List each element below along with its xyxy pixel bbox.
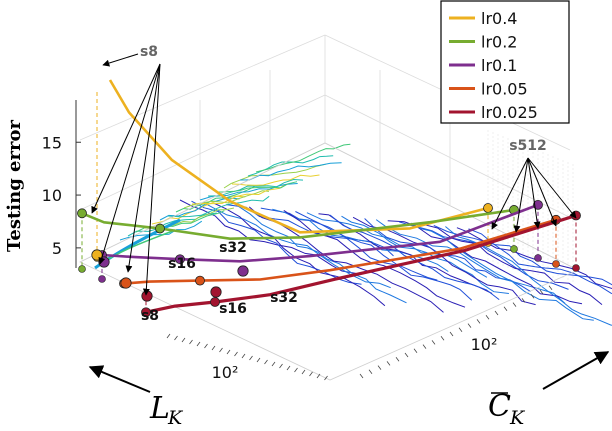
- y-ticks: 5 10 15: [42, 133, 81, 258]
- floor-tick: [197, 342, 200, 346]
- series-highlight-point: [142, 291, 152, 301]
- s8-direction-arrow: [103, 54, 138, 65]
- series-point-lr0.2: [78, 209, 87, 218]
- shadow-point: [573, 265, 580, 272]
- series-highlight-point: [121, 278, 131, 288]
- floor-tick: [280, 364, 283, 368]
- shadow-point: [79, 266, 86, 273]
- floor-tick: [242, 354, 245, 358]
- y-axis-label: Testing error: [4, 120, 25, 252]
- floor-tick: [549, 286, 552, 290]
- floor-tick: [182, 338, 185, 342]
- series-highlight-point: [211, 287, 221, 297]
- series-point-lr0.4: [484, 204, 493, 213]
- floor-tick: [378, 366, 381, 370]
- s512-annotation-arrow: [528, 158, 556, 226]
- lk-tick-label: 10²: [212, 363, 239, 382]
- back-grid-line: [80, 35, 325, 140]
- floor-tick: [477, 319, 480, 323]
- label-s512: s512: [509, 138, 547, 154]
- shadow-point: [553, 261, 560, 268]
- floor-tick: [441, 336, 444, 340]
- label-s8-bottom: s8: [141, 308, 159, 324]
- floor-tick: [212, 346, 215, 350]
- contour-line: [307, 213, 487, 278]
- floor-tick: [190, 340, 193, 344]
- floor-contours: [95, 144, 612, 327]
- svg-text:C: C: [488, 389, 511, 424]
- floor-tick: [175, 336, 178, 340]
- floor-tick: [235, 352, 238, 356]
- floor-tick: [220, 348, 223, 352]
- contour-line: [176, 186, 266, 212]
- back-grid-line: [80, 95, 325, 210]
- floor-tick: [360, 374, 363, 378]
- y-tick-label: 15: [42, 133, 62, 152]
- floor-tick: [167, 334, 170, 338]
- floor-tick: [504, 307, 507, 311]
- legend-label-lr0.4: lr0.4: [481, 9, 517, 28]
- legend-label-lr0.1: lr0.1: [481, 56, 517, 75]
- chart-3d-plot: 5 10 15 Testing error s8 s512 s16 s32 s8 s…: [0, 0, 612, 431]
- floor-tick: [302, 370, 305, 374]
- floor-tick: [310, 372, 313, 376]
- label-s16-lower: s16: [219, 301, 247, 317]
- legend-label-lr0.05: lr0.05: [481, 80, 528, 99]
- floor-tick: [423, 345, 426, 349]
- legend-label-lr0.2: lr0.2: [481, 33, 517, 52]
- floor-tick: [257, 358, 260, 362]
- shadow-point: [511, 246, 518, 253]
- shadow-point: [535, 255, 542, 262]
- lk-direction-arrow: [90, 367, 150, 392]
- s8-annotation-arrow: [92, 64, 160, 213]
- floor-tick: [287, 366, 290, 370]
- series-highlight-point: [238, 266, 248, 276]
- floor-tick: [405, 353, 408, 357]
- floor-tick: [387, 361, 390, 365]
- floor-tick: [486, 315, 489, 319]
- ck-direction-arrow: [543, 352, 608, 389]
- floor-tick: [227, 350, 230, 354]
- legend-label-lr0.025: lr0.025: [481, 103, 538, 122]
- label-s32-upper: s32: [219, 240, 247, 256]
- label-s16-upper: s16: [168, 256, 196, 272]
- floor-tick: [414, 349, 417, 353]
- floor-tick: [205, 344, 208, 348]
- floor-tick: [295, 368, 298, 372]
- x-axis-label: L K: [149, 391, 184, 429]
- floor-tick: [495, 311, 498, 315]
- s8-annotation-arrow: [128, 64, 160, 272]
- series-point-lr0.05: [196, 276, 205, 285]
- y-tick-label: 5: [52, 239, 62, 258]
- z-axis-label: C K: [488, 389, 526, 429]
- series-line-lr0.2: [82, 210, 514, 239]
- floor-tick: [432, 340, 435, 344]
- ck-tick-label: 10²: [471, 335, 498, 354]
- y-tick-label: 10: [42, 186, 62, 205]
- floor-tick: [468, 324, 471, 328]
- floor-tick: [513, 303, 516, 307]
- floor-tick: [272, 362, 275, 366]
- floor-tick: [369, 370, 372, 374]
- svg-text:K: K: [509, 407, 526, 429]
- series-point-lr0.2: [156, 224, 165, 233]
- floor-tick: [459, 328, 462, 332]
- floor-tick: [396, 357, 399, 361]
- contour-line: [240, 163, 342, 180]
- floor-tick: [265, 360, 268, 364]
- label-s32-lower: s32: [270, 290, 298, 306]
- floor-tick: [450, 332, 453, 336]
- svg-text:K: K: [167, 407, 184, 429]
- svg-text:L: L: [149, 391, 170, 426]
- legend: lr0.4 lr0.2 lr0.1 lr0.05 lr0.025: [441, 1, 569, 123]
- label-s8-top: s8: [140, 44, 158, 60]
- series-point-lr0.025: [572, 211, 581, 220]
- shadow-point: [99, 276, 106, 283]
- s8-annotation-arrow: [146, 64, 160, 295]
- series-highlight-point: [92, 250, 102, 260]
- floor-tick: [250, 356, 253, 360]
